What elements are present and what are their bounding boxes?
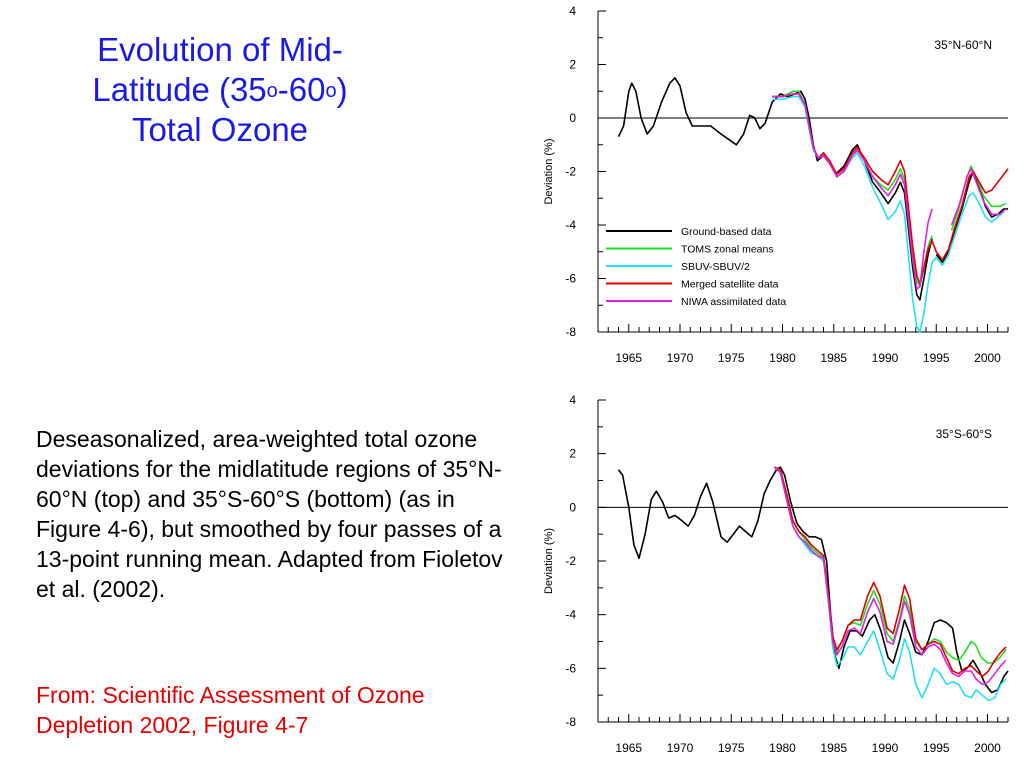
figure-source: From: Scientific Assessment of Ozone Dep… [36, 682, 425, 738]
chart-0-legend-label-toms: TOMS zonal means [681, 244, 774, 256]
chart-1-x-tick-label: 1985 [820, 741, 847, 755]
chart-bottom-southern: -8 -6 -4 -2 0 2 4 1965 1970 1975 1980 1985 1990 1995 2… [543, 393, 1009, 755]
chart-0-y-tick-label: 4 [569, 4, 576, 18]
chart-0-series-niwa [772, 93, 933, 290]
chart-0-legend-label-niwa: NIWA assimilated data [681, 296, 786, 308]
chart-0-y-tick-label: -2 [565, 165, 576, 179]
title-degree-2: o [325, 80, 337, 102]
title-part-b: -60 [277, 71, 326, 108]
title-line-2: Latitude (35o-60o) [20, 70, 420, 110]
chart-0-x-tick-label: 1965 [615, 351, 642, 365]
chart-1-x-tick-label: 1990 [872, 741, 899, 755]
chart-1-x-tick-label: 1995 [923, 741, 950, 755]
chart-0-legend-label-sbuv: SBUV-SBUV/2 [681, 261, 750, 273]
title-part-a: Latitude (35 [92, 71, 267, 108]
chart-1-series-sbuv [773, 466, 1007, 702]
chart-1-x-tick-label: 1975 [718, 741, 745, 755]
chart-0-x-tick-label: 1985 [820, 351, 847, 365]
chart-1-y-axis-label: Deviation (%) [543, 528, 555, 594]
chart-0-x-tick-label: 1995 [923, 351, 950, 365]
chart-0-x-tick-label: 1980 [769, 351, 796, 365]
chart-0-series-niwa [950, 168, 1007, 226]
chart-1-series-niwa [773, 466, 1007, 686]
title-degree-1: o [266, 80, 278, 102]
slide-title: Evolution of Mid- Latitude (35o-60o) Tot… [20, 30, 420, 150]
chart-1-y-tick-label: -8 [565, 715, 576, 729]
chart-1-series-merged [773, 466, 1007, 678]
chart-0-legend-label-ground: Ground-based data [681, 226, 772, 238]
chart-1-y-tick-label: 2 [569, 447, 576, 461]
title-part-c: ) [336, 71, 348, 108]
chart-1-x-tick-label: 1965 [615, 741, 642, 755]
chart-1-y-tick-label: -4 [565, 608, 576, 622]
chart-1-panel-label: 35°S-60°S [936, 427, 992, 441]
chart-0-y-tick-label: -6 [565, 272, 576, 286]
chart-0-x-tick-label: 1990 [872, 351, 899, 365]
chart-0-x-tick-label: 2000 [974, 351, 1001, 365]
chart-1-y-tick-label: -2 [565, 554, 576, 568]
chart-0-x-tick-label: 1975 [718, 351, 745, 365]
chart-1-y-tick-label: -6 [565, 661, 576, 675]
title-line-1: Evolution of Mid- [97, 31, 343, 68]
chart-0-legend-label-merged: Merged satellite data [681, 279, 779, 291]
chart-0-y-axis-label: Deviation (%) [543, 138, 555, 204]
chart-1-y-tick-label: 0 [569, 500, 576, 514]
chart-0-y-tick-label: -8 [565, 325, 576, 339]
chart-0-y-tick-label: 0 [569, 111, 576, 125]
title-line-3: Total Ozone [131, 111, 309, 148]
figure-description: Deseasonalized, area-weighted total ozon… [36, 426, 503, 602]
chart-0-y-tick-label: 2 [569, 58, 576, 72]
chart-0-series-sbuv [772, 95, 1005, 333]
chart-0-panel-label: 35°N-60°N [934, 38, 992, 52]
chart-1-y-tick-label: 4 [569, 393, 576, 407]
chart-0-series-ground [617, 77, 933, 301]
chart-0-x-tick-label: 1970 [667, 351, 694, 365]
chart-1-series-toms [773, 466, 1007, 664]
chart-0-y-tick-label: -4 [565, 218, 576, 232]
chart-1-x-tick-label: 1970 [667, 741, 694, 755]
chart-top-northern: -8 -6 -4 -2 0 2 4 1965 1970 1975 1980 1985 1990 1995 2… [543, 4, 1009, 365]
chart-1-series-ground [617, 466, 1009, 694]
chart-1-x-tick-label: 2000 [974, 741, 1001, 755]
chart-1-x-tick-label: 1980 [769, 741, 796, 755]
